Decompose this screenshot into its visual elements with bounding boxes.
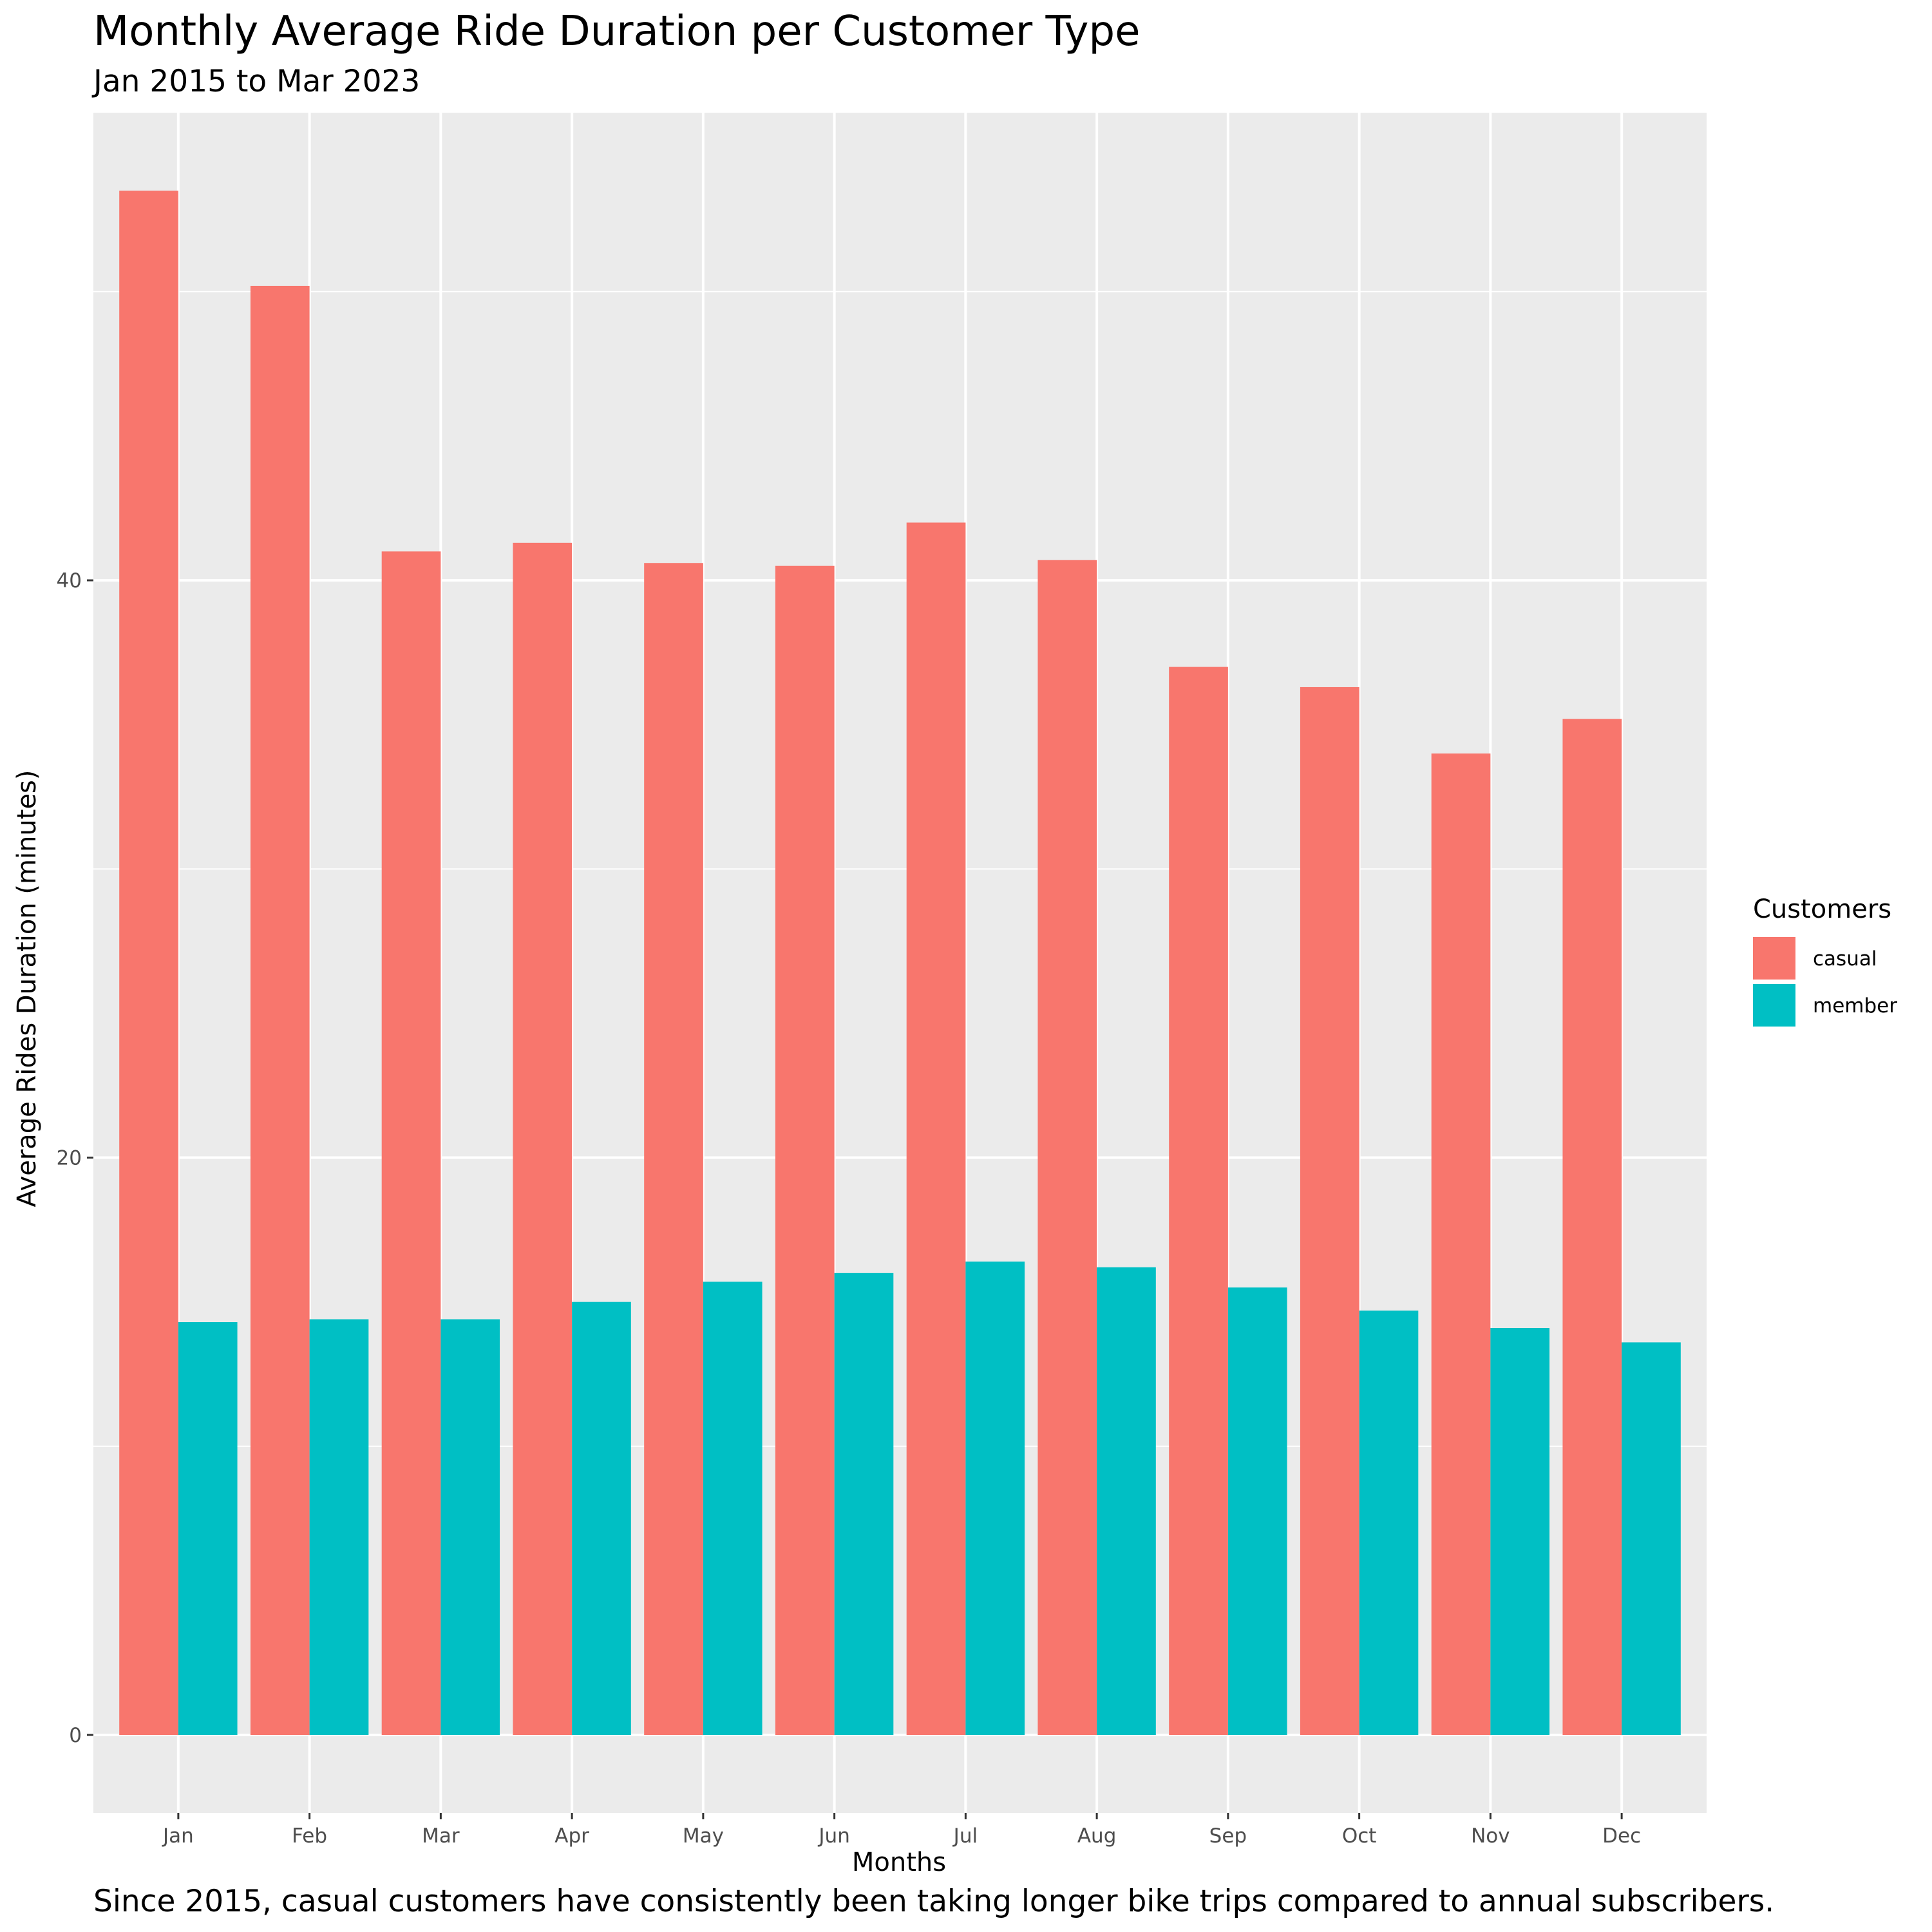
bar-casual bbox=[775, 565, 835, 1735]
bar-casual bbox=[513, 542, 573, 1735]
bars bbox=[119, 191, 1681, 1735]
bar-member bbox=[703, 1282, 762, 1735]
bar-casual bbox=[644, 563, 703, 1735]
x-tick-label: Dec bbox=[1602, 1824, 1641, 1848]
y-axis: 0 20 40 bbox=[57, 569, 93, 1747]
legend: Customers casual member bbox=[1753, 895, 1897, 1027]
bar-member bbox=[572, 1302, 631, 1735]
bar-member bbox=[834, 1273, 894, 1735]
x-tick-label: Feb bbox=[292, 1824, 327, 1848]
bar-member bbox=[1227, 1287, 1287, 1735]
chart-title: Monthly Average Ride Duration per Custom… bbox=[93, 8, 1141, 55]
x-tick-label: Sep bbox=[1209, 1824, 1247, 1848]
x-tick-label: Mar bbox=[422, 1824, 460, 1848]
x-tick-label: Aug bbox=[1077, 1824, 1117, 1848]
legend-title: Customers bbox=[1753, 895, 1891, 924]
bar-casual bbox=[1431, 753, 1491, 1735]
bar-member bbox=[309, 1319, 369, 1735]
chart-caption: Since 2015, casual customers have consis… bbox=[93, 1884, 1774, 1919]
legend-key-member bbox=[1753, 984, 1795, 1027]
x-tick-label: Apr bbox=[554, 1824, 589, 1848]
bar-casual bbox=[381, 551, 441, 1735]
bar-casual bbox=[1562, 719, 1622, 1735]
bar-member bbox=[1490, 1327, 1550, 1735]
bar-member bbox=[1097, 1267, 1156, 1735]
legend-label-member: member bbox=[1813, 994, 1897, 1018]
bar-casual bbox=[1169, 667, 1228, 1735]
bar-casual bbox=[1037, 560, 1097, 1735]
bar-casual bbox=[1300, 687, 1359, 1735]
x-tick-label: Jan bbox=[162, 1824, 194, 1848]
x-tick-label: Jun bbox=[817, 1824, 849, 1848]
y-tick-label: 20 bbox=[57, 1147, 82, 1170]
bar-casual bbox=[119, 191, 178, 1735]
x-tick-label: Nov bbox=[1471, 1824, 1510, 1848]
y-tick-label: 40 bbox=[57, 569, 82, 592]
chart-subtitle: Jan 2015 to Mar 2023 bbox=[91, 64, 420, 99]
y-tick-label: 0 bbox=[69, 1724, 82, 1747]
bar-member bbox=[1622, 1342, 1681, 1735]
x-axis-title: Months bbox=[852, 1848, 946, 1877]
legend-label-casual: casual bbox=[1813, 947, 1877, 971]
legend-key-casual bbox=[1753, 937, 1795, 980]
x-tick-label: May bbox=[683, 1824, 724, 1848]
bar-casual bbox=[906, 522, 966, 1735]
bar-member bbox=[178, 1322, 238, 1735]
bar-member bbox=[440, 1319, 500, 1735]
x-axis: Jan Feb Mar Apr May Jun Jul Aug Sep Oct Nov Dec bbox=[162, 1813, 1641, 1848]
bar-member bbox=[1359, 1311, 1419, 1735]
x-tick-label: Jul bbox=[952, 1824, 978, 1848]
x-tick-label: Oct bbox=[1342, 1824, 1377, 1848]
y-axis-title: Average Rides Duration (minutes) bbox=[12, 770, 42, 1207]
bar-casual bbox=[250, 285, 310, 1735]
bar-member bbox=[965, 1261, 1025, 1735]
